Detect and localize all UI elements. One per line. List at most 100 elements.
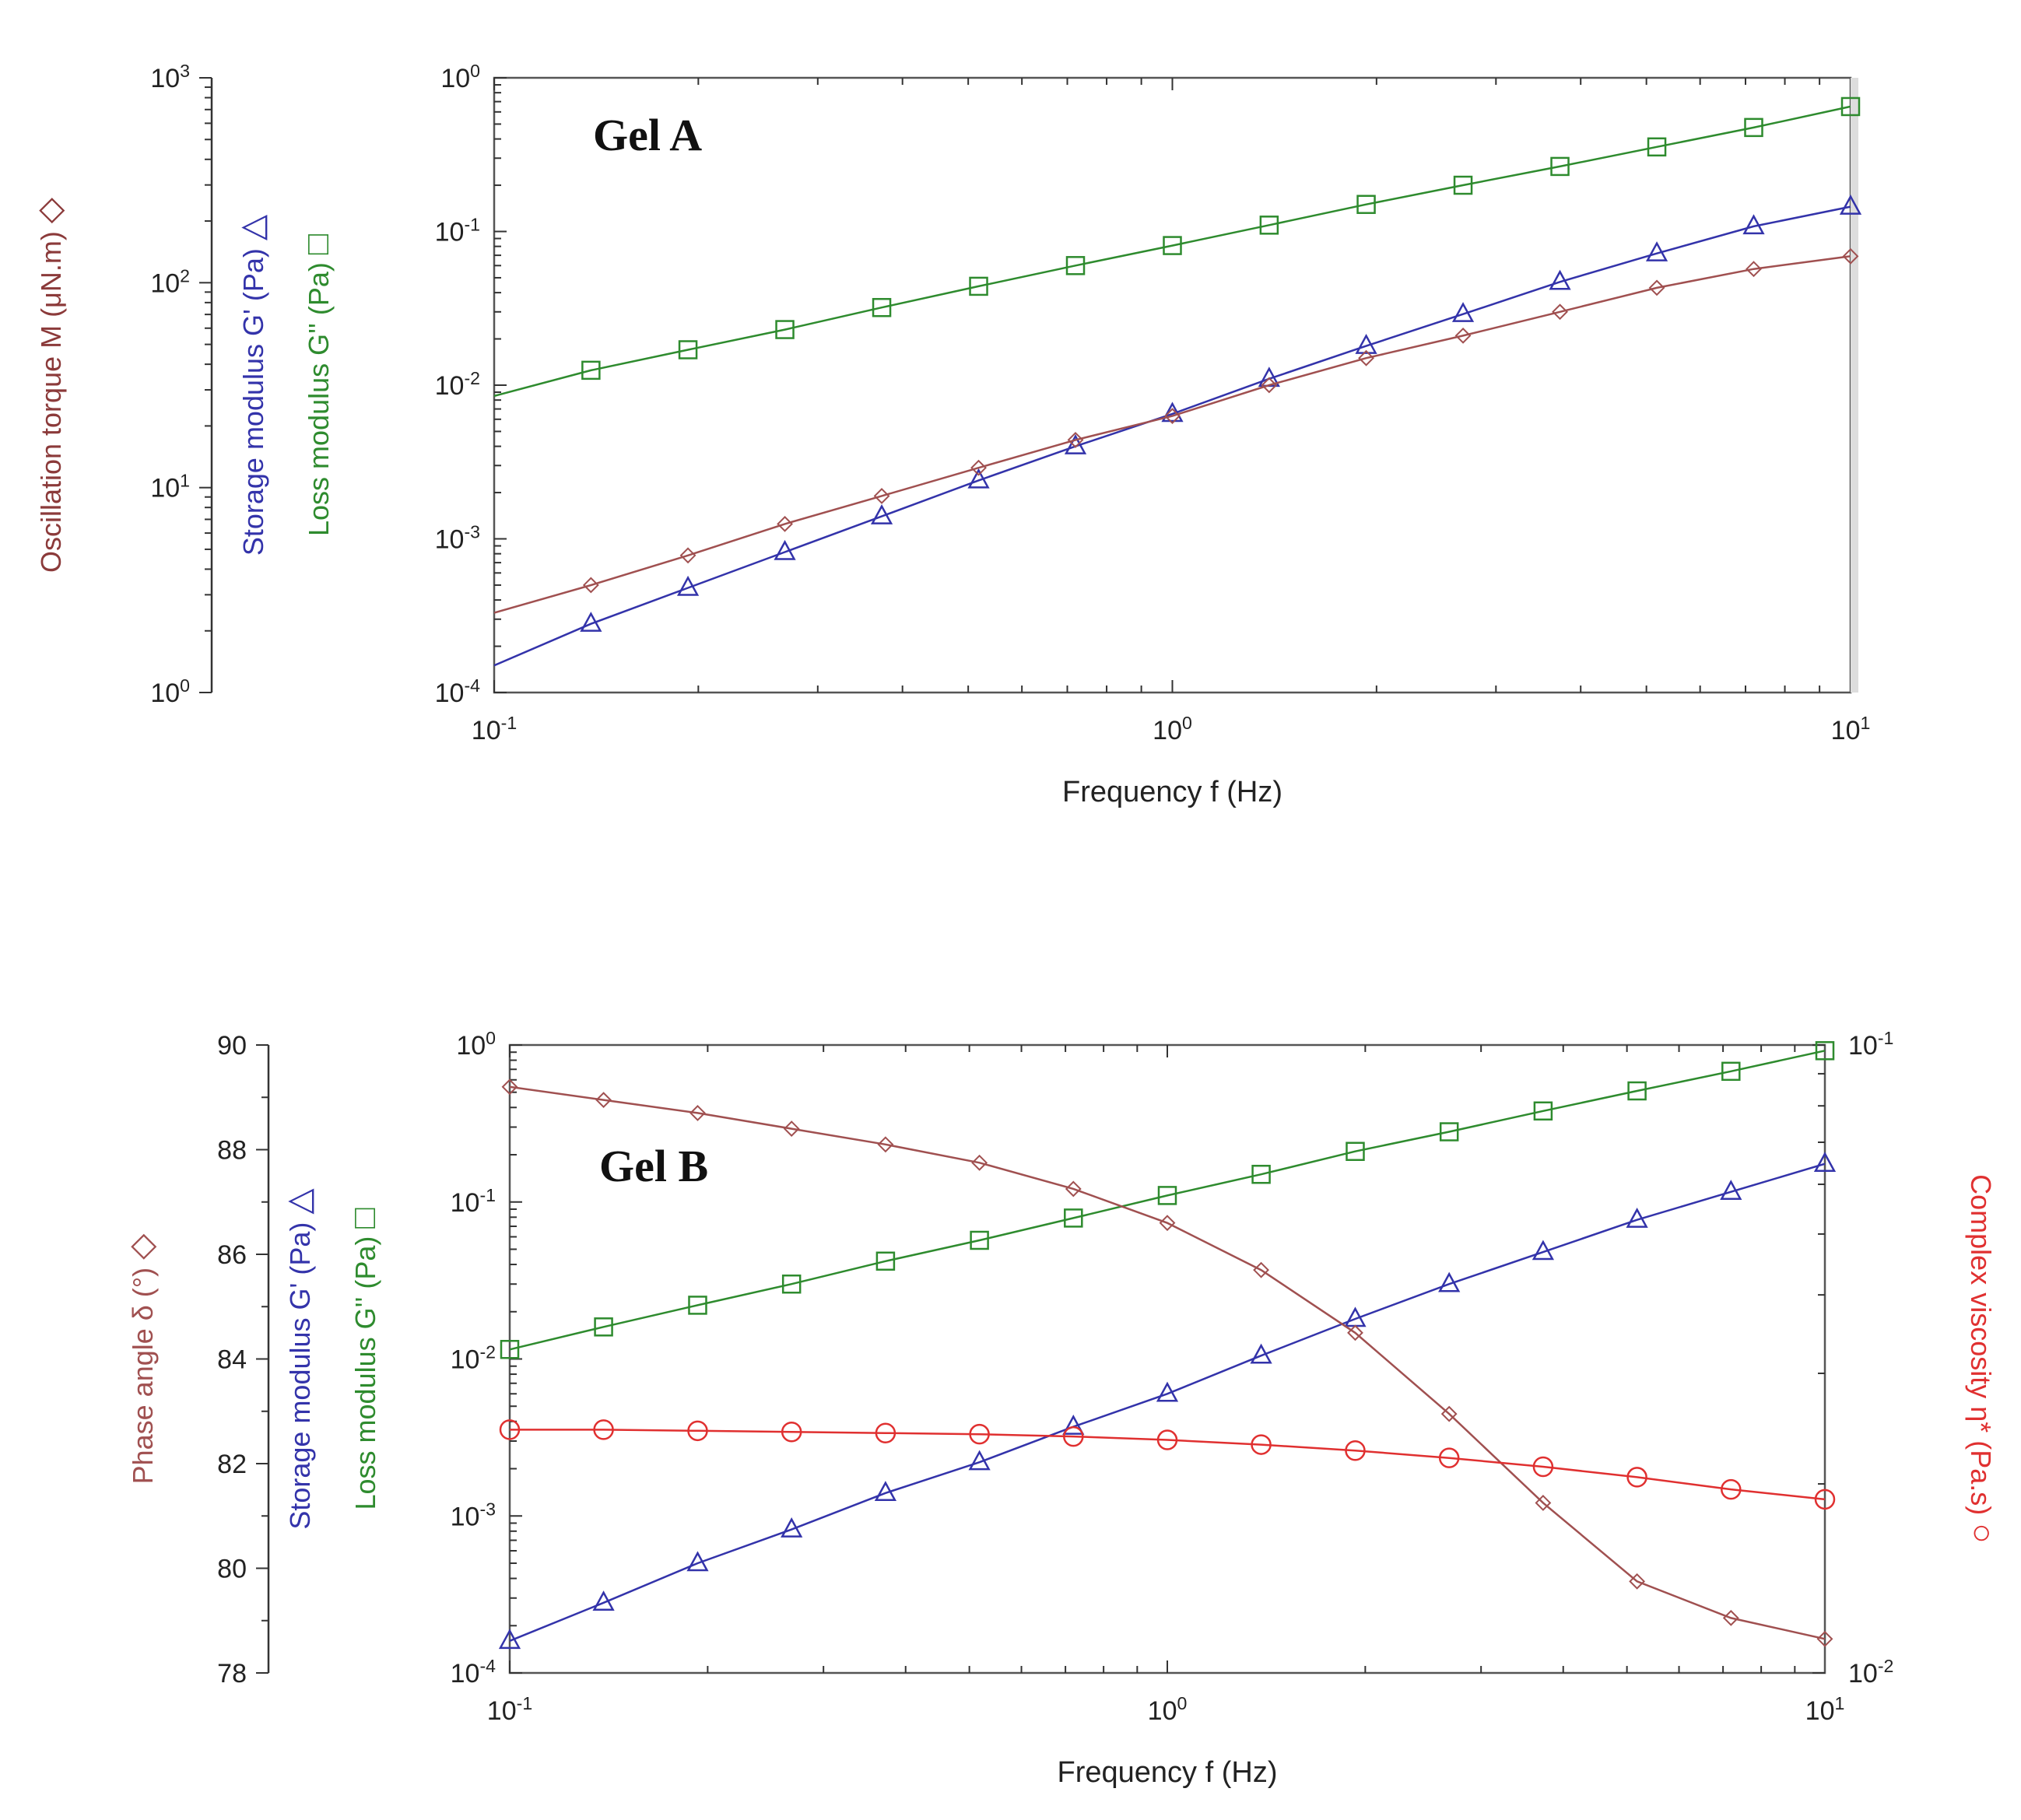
data-point-square bbox=[1251, 1164, 1271, 1184]
x-tick-label-exp: 0 bbox=[1177, 1693, 1187, 1713]
outer-tick-label: 82 bbox=[217, 1450, 247, 1479]
data-point-triangle bbox=[592, 1590, 615, 1611]
data-point-square bbox=[1647, 137, 1667, 157]
modulus-tick-label-exp: -1 bbox=[479, 1185, 496, 1205]
plot-frame bbox=[493, 76, 1852, 694]
modulus-tick-label-exp: -3 bbox=[464, 522, 480, 542]
data-point-diamond bbox=[689, 1105, 706, 1121]
outer-tick-label-exp: 3 bbox=[180, 61, 190, 81]
data-point-square bbox=[872, 297, 892, 317]
panel-title: Gel B bbox=[599, 1141, 708, 1191]
modulus-tick-label-base: 10 bbox=[451, 1502, 480, 1531]
modulus-tick-label-base: 10 bbox=[435, 218, 465, 247]
outer-tick-label-base: 10 bbox=[150, 679, 180, 708]
data-point-diamond bbox=[1440, 1405, 1458, 1422]
modulus-tick-label-base: 10 bbox=[435, 371, 465, 401]
series-circle bbox=[499, 1419, 1836, 1510]
data-point-circle bbox=[1721, 1478, 1742, 1500]
series-triangle bbox=[498, 1152, 1837, 1650]
x-tick-label-base: 10 bbox=[1805, 1696, 1835, 1726]
modulus-tick-label-exp: -2 bbox=[464, 368, 480, 388]
data-point-circle bbox=[1063, 1425, 1084, 1447]
data-point-circle bbox=[1532, 1456, 1554, 1478]
series-line bbox=[493, 105, 1851, 398]
data-point-diamond bbox=[1253, 1261, 1269, 1278]
outer-axis-label: Phase angle δ (°) ◇ bbox=[123, 1233, 160, 1485]
outer-tick-label-exp: 0 bbox=[180, 675, 190, 696]
data-point-diamond bbox=[873, 488, 890, 504]
modulus-tick-label-exp: -4 bbox=[464, 675, 480, 696]
data-point-square bbox=[781, 1274, 802, 1294]
data-point-triangle bbox=[1451, 302, 1475, 322]
loss-modulus-axis-label: Loss modulus G'' (Pa) □ bbox=[346, 1208, 383, 1510]
outer-axis-label-symbol: ◇ bbox=[123, 1233, 160, 1260]
outer-tick-label-base: 10 bbox=[150, 474, 180, 503]
panel-title: Gel A bbox=[593, 110, 702, 160]
data-point-triangle bbox=[1742, 214, 1765, 235]
series-line bbox=[509, 1162, 1826, 1642]
data-point-square bbox=[1627, 1081, 1647, 1101]
viscosity-axis-label-text: Complex viscosity η* (Pa.s) bbox=[1965, 1174, 1997, 1515]
x-tick-label: 10-1 bbox=[487, 1693, 532, 1726]
storage-modulus-axis-label: Storage modulus G' (Pa) △ bbox=[233, 214, 271, 556]
data-point-triangle bbox=[1355, 333, 1377, 354]
data-point-square bbox=[1064, 1208, 1083, 1228]
data-point-triangle bbox=[498, 1629, 521, 1650]
viscosity-tick-label-exp: -1 bbox=[1878, 1028, 1894, 1048]
outer-axis-label: Oscillation torque M (μN.m) ◇ bbox=[31, 197, 68, 573]
data-point-square bbox=[678, 340, 698, 359]
storage-modulus-axis-label-text: Storage modulus G' (Pa) bbox=[284, 1222, 316, 1530]
data-point-diamond bbox=[1746, 261, 1762, 278]
outer-tick-label: 103 bbox=[150, 61, 190, 93]
modulus-tick-label-base: 10 bbox=[440, 64, 470, 93]
loss-modulus-axis-label-symbol: □ bbox=[346, 1208, 383, 1229]
data-point-square bbox=[581, 360, 601, 380]
data-point-diamond bbox=[1067, 432, 1084, 448]
viscosity-tick-label-exp: -2 bbox=[1878, 1656, 1894, 1676]
modulus-tick-label-base: 10 bbox=[451, 1345, 480, 1375]
data-point-diamond bbox=[1347, 1324, 1363, 1341]
modulus-tick-label-exp: -2 bbox=[479, 1342, 496, 1362]
outer-tick-label: 84 bbox=[217, 1345, 247, 1375]
outer-tick-label: 102 bbox=[150, 265, 190, 298]
x-axis-label: Frequency f (Hz) bbox=[1062, 776, 1282, 808]
data-point-circle bbox=[781, 1422, 802, 1443]
modulus-tick-label-exp: -3 bbox=[479, 1499, 496, 1519]
loss-modulus-axis-label-text: Loss modulus G'' (Pa) bbox=[349, 1236, 381, 1510]
outer-tick-label: 78 bbox=[217, 1659, 247, 1688]
outer-tick-label-exp: 1 bbox=[180, 471, 190, 491]
data-point-circle bbox=[593, 1419, 614, 1440]
plot-frame-shadow bbox=[1851, 78, 1858, 693]
modulus-tick-label: 100 bbox=[456, 1028, 496, 1061]
data-point-diamond bbox=[777, 515, 793, 532]
data-point-triangle bbox=[1720, 1180, 1742, 1200]
outer-tick-label-exp: 2 bbox=[180, 265, 190, 286]
series-line bbox=[493, 205, 1851, 667]
data-point-circle bbox=[969, 1423, 990, 1445]
data-point-square bbox=[1346, 1141, 1365, 1161]
series-line bbox=[509, 1085, 1826, 1640]
data-point-circle bbox=[1156, 1429, 1178, 1450]
series-diamond bbox=[493, 247, 1859, 614]
data-point-triangle bbox=[1813, 1152, 1837, 1172]
modulus-tick-label: 10-2 bbox=[451, 1342, 496, 1375]
data-point-square bbox=[775, 320, 795, 339]
data-point-triangle bbox=[1438, 1271, 1461, 1292]
outer-axis-label-text: Oscillation torque M (μN.m) bbox=[35, 231, 67, 573]
modulus-tick-label-base: 10 bbox=[435, 525, 465, 555]
series-line bbox=[510, 1429, 1826, 1501]
data-point-square bbox=[1356, 195, 1376, 214]
series-square bbox=[493, 96, 1861, 398]
modulus-tick-label: 10-4 bbox=[435, 675, 481, 708]
viscosity-axis-label-symbol: ○ bbox=[1963, 1523, 2002, 1544]
data-point-triangle bbox=[870, 504, 893, 524]
modulus-tick-label-exp: -4 bbox=[479, 1656, 496, 1676]
data-point-diamond bbox=[877, 1136, 894, 1153]
x-tick-label-exp: 1 bbox=[1860, 713, 1870, 733]
modulus-tick-label: 10-3 bbox=[435, 522, 480, 555]
x-tick-label-base: 10 bbox=[472, 716, 501, 745]
data-point-triangle bbox=[1645, 241, 1668, 261]
outer-tick-label: 100 bbox=[150, 675, 190, 708]
modulus-tick-label: 10-1 bbox=[451, 1185, 496, 1218]
